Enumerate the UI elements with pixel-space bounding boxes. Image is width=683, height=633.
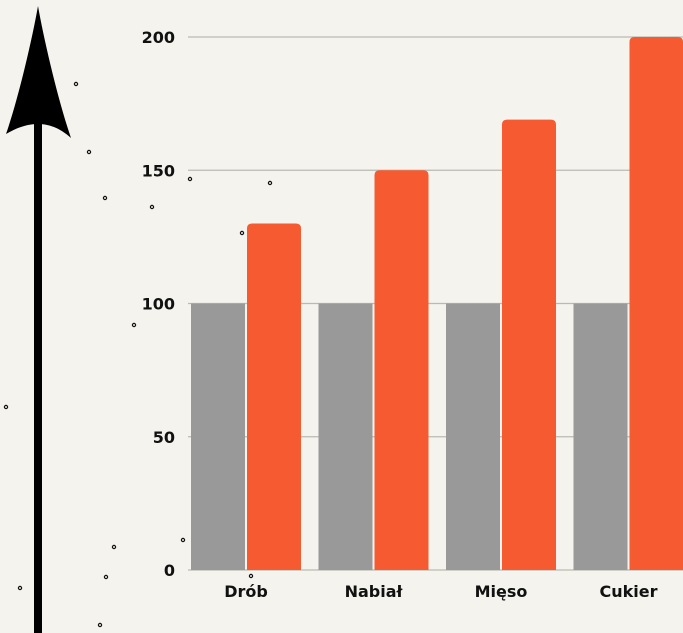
decorative-dot-5 bbox=[187, 176, 193, 182]
x-tick-label-cukier: Cukier bbox=[600, 582, 658, 601]
y-tick-label-200: 200 bbox=[142, 28, 175, 47]
decorative-dot-9 bbox=[3, 404, 9, 410]
decorative-dot-3 bbox=[102, 195, 108, 201]
decorative-dot-13 bbox=[248, 573, 254, 579]
arrow-shaft bbox=[34, 118, 42, 633]
bar-mieso-series-2 bbox=[502, 119, 556, 571]
decorative-dot-15 bbox=[97, 622, 103, 628]
bar-mieso-series-1 bbox=[446, 303, 500, 570]
y-tick-label-50: 50 bbox=[153, 428, 175, 447]
bar-cukier-series-1 bbox=[573, 303, 628, 570]
decorative-dot-2 bbox=[86, 149, 92, 155]
decorative-dot-8 bbox=[131, 322, 137, 328]
y-tick-label-100: 100 bbox=[142, 295, 175, 314]
x-tick-label-mieso: Mięso bbox=[475, 582, 528, 601]
decorative-dot-7 bbox=[239, 230, 245, 236]
bar-nabial-series-1 bbox=[318, 303, 373, 570]
y-tick-label-150: 150 bbox=[142, 161, 175, 180]
decorative-dot-1 bbox=[73, 81, 79, 87]
arrow-up-icon bbox=[6, 6, 71, 633]
y-tick-label-0: 0 bbox=[164, 561, 175, 580]
x-tick-label-drob: Drób bbox=[224, 582, 268, 601]
bar-nabial-series-2 bbox=[374, 170, 429, 570]
decorative-dot-14 bbox=[17, 585, 23, 591]
arrow-head bbox=[6, 6, 71, 138]
bar-drob-series-2 bbox=[247, 223, 301, 571]
decorative-dot-6 bbox=[267, 180, 273, 186]
x-tick-label-nabial: Nabiał bbox=[345, 582, 404, 601]
decorative-dot-12 bbox=[103, 574, 109, 580]
decorative-dot-11 bbox=[180, 537, 186, 543]
decorative-dot-10 bbox=[111, 544, 117, 550]
bar-drob-series-1 bbox=[191, 303, 245, 570]
bar-cukier-series-2 bbox=[629, 37, 683, 570]
decorative-dot-4 bbox=[149, 204, 155, 210]
